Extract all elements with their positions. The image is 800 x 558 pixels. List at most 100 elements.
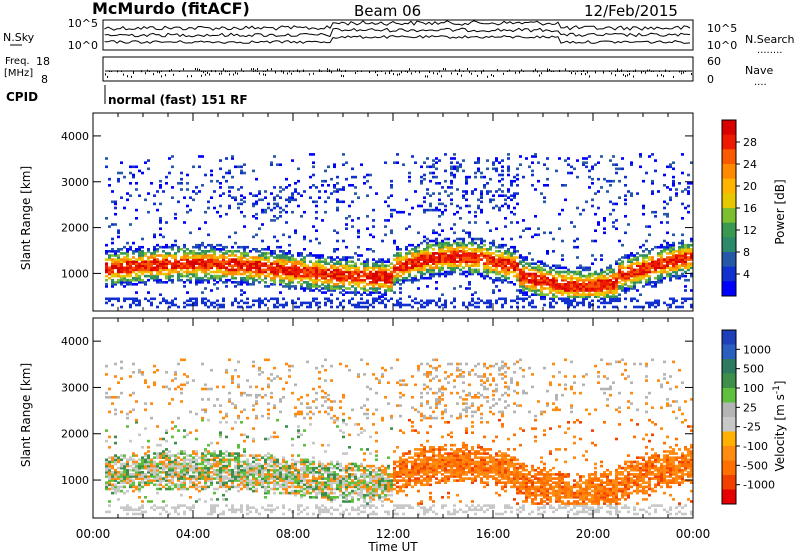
power-cell — [594, 240, 597, 243]
power-cell — [360, 163, 363, 166]
power-cell — [321, 180, 324, 183]
power-cell — [576, 246, 579, 249]
power-cell — [474, 176, 477, 179]
power-cell — [486, 182, 489, 185]
power-cell — [420, 242, 423, 245]
power-cell — [378, 258, 381, 261]
power-cell — [312, 153, 315, 156]
power-cell — [453, 298, 456, 301]
velocity-cell — [138, 369, 141, 372]
power-cell — [519, 163, 522, 166]
power-cell — [276, 203, 279, 206]
power-cell — [444, 170, 447, 173]
power-cell — [555, 295, 558, 298]
power-cell — [468, 205, 471, 208]
velocity-cell — [222, 456, 225, 459]
power-cell — [432, 209, 435, 212]
power-cell — [186, 248, 189, 251]
power-cell — [600, 298, 603, 301]
freq-mark — [153, 73, 154, 75]
power-cell — [342, 293, 345, 296]
power-cell — [366, 283, 369, 286]
power-cell — [522, 265, 525, 268]
velocity-cell — [186, 459, 189, 462]
power-cell — [618, 240, 621, 243]
power-cell — [528, 273, 531, 276]
velocity-cell — [141, 456, 144, 459]
power-cell — [240, 246, 243, 249]
power-cell — [159, 203, 162, 206]
power-cell — [237, 256, 240, 259]
power-cell — [177, 182, 180, 185]
velocity-cell — [201, 486, 204, 489]
power-cell — [624, 199, 627, 202]
freq-mark — [445, 68, 446, 70]
power-cell — [534, 188, 537, 191]
power-cell — [159, 217, 162, 220]
power-cell — [474, 269, 477, 272]
power-cell — [486, 248, 489, 251]
velocity-cell — [213, 488, 216, 491]
power-cell — [519, 298, 522, 301]
power-cell — [336, 248, 339, 251]
power-cell — [654, 211, 657, 214]
velocity-cell — [153, 456, 156, 459]
power-cell — [408, 258, 411, 261]
power-cell — [207, 234, 210, 237]
velocity-cell — [171, 461, 174, 464]
freq-mark — [229, 73, 230, 75]
freq-mark — [283, 72, 284, 74]
power-cell — [615, 273, 618, 276]
power-cell — [387, 273, 390, 276]
velocity-cell — [219, 450, 222, 453]
velocity-cell — [174, 388, 177, 391]
power-cell — [522, 176, 525, 179]
power-cell — [243, 172, 246, 175]
power-cell — [174, 213, 177, 216]
power-cell — [255, 256, 258, 259]
velocity-cell — [153, 461, 156, 464]
power-cell — [183, 262, 186, 265]
power-cell — [546, 157, 549, 160]
velocity-cell — [114, 413, 117, 416]
power-cell — [297, 205, 300, 208]
velocity-cell — [198, 486, 201, 489]
power-cell — [378, 295, 381, 298]
power-cell — [348, 300, 351, 303]
power-cell — [486, 306, 489, 309]
power-cell — [156, 254, 159, 257]
power-cell — [264, 275, 267, 278]
velocity-cell — [225, 481, 228, 484]
freq-mark — [645, 72, 646, 74]
power-cell — [321, 184, 324, 187]
power-cell — [438, 192, 441, 195]
power-cell — [441, 186, 444, 189]
power-cell — [669, 304, 672, 307]
power-cell — [420, 205, 423, 208]
power-cell — [555, 271, 558, 274]
velocity-cell — [153, 365, 156, 368]
velocity-cell — [225, 475, 228, 478]
power-cell — [243, 277, 246, 280]
power-cell — [483, 262, 486, 265]
power-cell — [372, 306, 375, 309]
power-cell — [597, 300, 600, 303]
power-cell — [561, 275, 564, 278]
velocity-cell — [114, 375, 117, 378]
power-cell — [135, 304, 138, 307]
power-cell — [333, 258, 336, 261]
power-cell — [420, 300, 423, 303]
power-cell — [246, 246, 249, 249]
power-cell — [528, 295, 531, 298]
power-cell — [123, 298, 126, 301]
freq-mark — [443, 68, 444, 70]
power-cell — [552, 250, 555, 253]
power-cell — [501, 190, 504, 193]
velocity-cell — [198, 481, 201, 484]
power-cell — [162, 254, 165, 257]
power-cell — [150, 298, 153, 301]
velocity-cell — [198, 498, 201, 501]
power-cell — [315, 217, 318, 220]
power-cell — [582, 157, 585, 160]
velocity-cell — [177, 456, 180, 459]
